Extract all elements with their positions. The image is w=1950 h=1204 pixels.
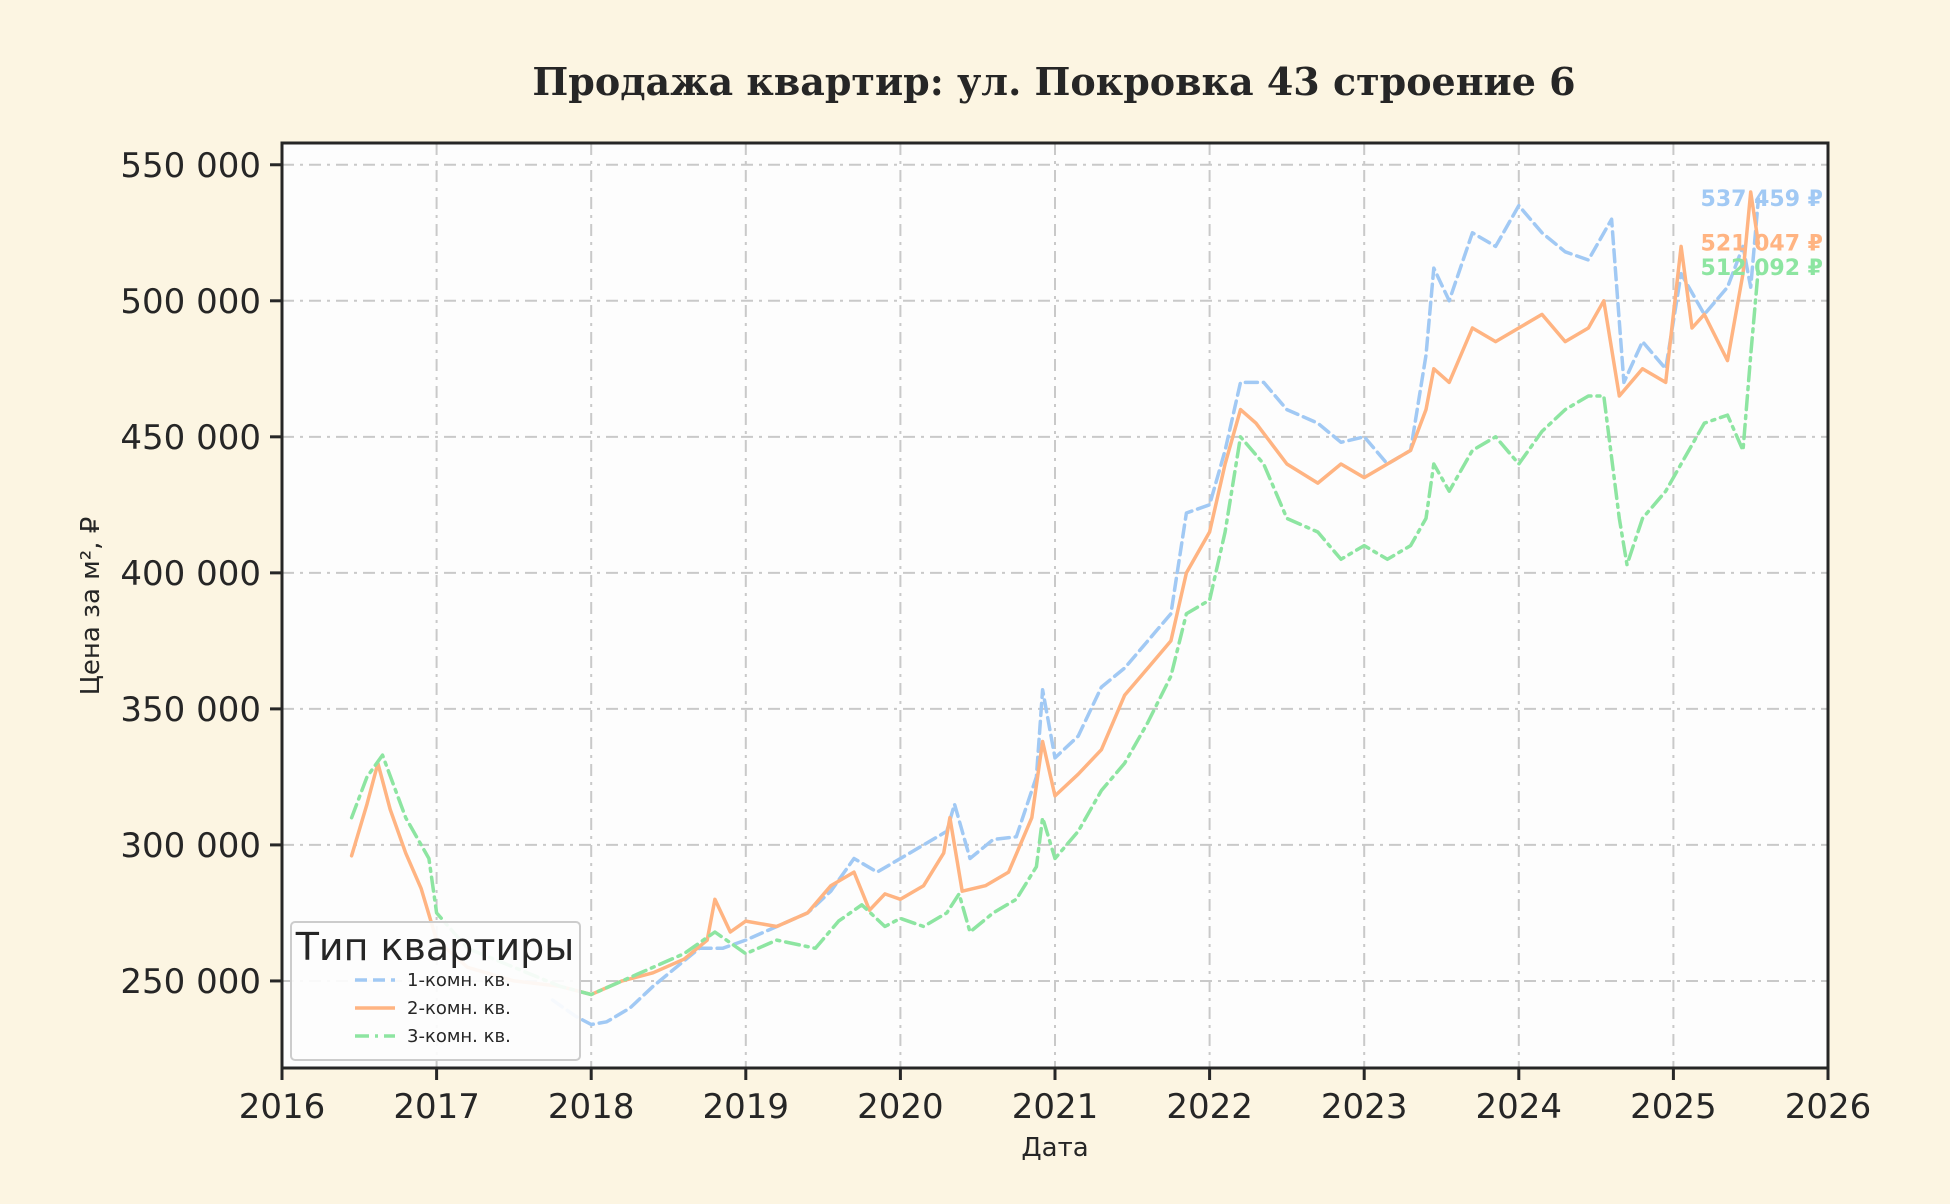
x-axis-label: Дата <box>1021 1133 1088 1163</box>
x-tick-label: 2025 <box>1630 1087 1717 1127</box>
end-value-label: 537 459 ₽ <box>1701 187 1823 212</box>
y-tick-label: 550 000 <box>120 146 261 186</box>
x-tick-label: 2026 <box>1785 1087 1872 1127</box>
legend-label: 1-комн. кв. <box>407 970 511 991</box>
legend: Тип квартиры 1-комн. кв. 2-комн. кв. 3-ком… <box>290 921 581 1061</box>
y-axis-label: Цена за м², ₽ <box>76 517 106 696</box>
x-tick-label: 2021 <box>1012 1087 1099 1127</box>
y-tick-label: 300 000 <box>120 826 261 866</box>
y-tick-label: 400 000 <box>120 554 261 594</box>
y-tick-label: 250 000 <box>120 962 261 1002</box>
y-tick-label: 500 000 <box>120 282 261 322</box>
x-tick-label: 2016 <box>239 1087 326 1127</box>
legend-box <box>290 921 581 1061</box>
series-line-3 <box>349 266 1761 997</box>
legend-label: 3-комн. кв. <box>407 1026 511 1047</box>
legend-items: 1-комн. кв. 2-комн. кв. 3-комн. кв. <box>355 970 511 1047</box>
legend-title: Тип квартиры <box>295 925 575 969</box>
x-tick-label: 2022 <box>1166 1087 1253 1127</box>
chart-title: Продажа квартир: ул. Покровка 43 строени… <box>532 59 1575 104</box>
x-tick-label: 2018 <box>548 1087 635 1127</box>
x-tick-label: 2020 <box>857 1087 944 1127</box>
series-line-1 <box>550 197 1761 1027</box>
series-layer <box>349 190 1761 1027</box>
x-tick-label: 2024 <box>1476 1087 1563 1127</box>
end-value-label: 512 092 ₽ <box>1701 256 1823 281</box>
x-tick-label: 2017 <box>393 1087 480 1127</box>
series-line-2 <box>349 190 1761 997</box>
end-labels: 537 459 ₽ 521 047 ₽512 092 ₽ <box>1701 187 1823 281</box>
x-tick-label: 2023 <box>1321 1087 1408 1127</box>
y-tick-label: 350 000 <box>120 690 261 730</box>
legend-label: 2-комн. кв. <box>407 998 511 1019</box>
ticks: 2016 2017 2018 2019 2020 2021 2022 2023 2024 2025… <box>120 146 1871 1127</box>
end-value-label: 521 047 ₽ <box>1701 232 1823 257</box>
x-tick-label: 2019 <box>703 1087 790 1127</box>
y-tick-label: 450 000 <box>120 418 261 458</box>
